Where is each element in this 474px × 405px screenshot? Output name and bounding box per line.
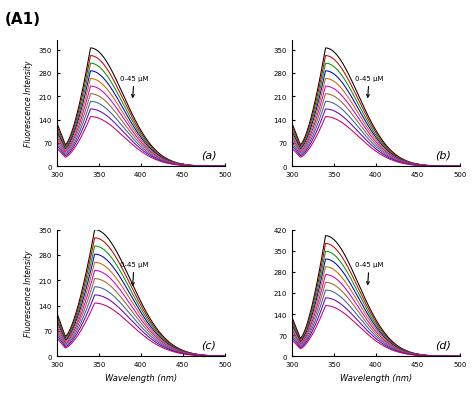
X-axis label: Wavelength (nm): Wavelength (nm) (340, 373, 412, 382)
Text: (a): (a) (201, 151, 216, 160)
Text: (b): (b) (436, 151, 451, 160)
Text: (d): (d) (436, 340, 451, 350)
Y-axis label: Fluorescence Intensity: Fluorescence Intensity (24, 60, 33, 147)
Text: 0-45 μM: 0-45 μM (355, 262, 383, 285)
Text: (A1): (A1) (5, 12, 41, 27)
Text: 0-45 μM: 0-45 μM (120, 261, 148, 286)
Text: (c): (c) (201, 340, 216, 350)
X-axis label: Wavelength (nm): Wavelength (nm) (105, 373, 177, 382)
Y-axis label: Fluorescence Intensity: Fluorescence Intensity (24, 250, 33, 337)
Text: 0-45 μM: 0-45 μM (120, 76, 148, 98)
Text: 0-45 μM: 0-45 μM (355, 76, 383, 98)
